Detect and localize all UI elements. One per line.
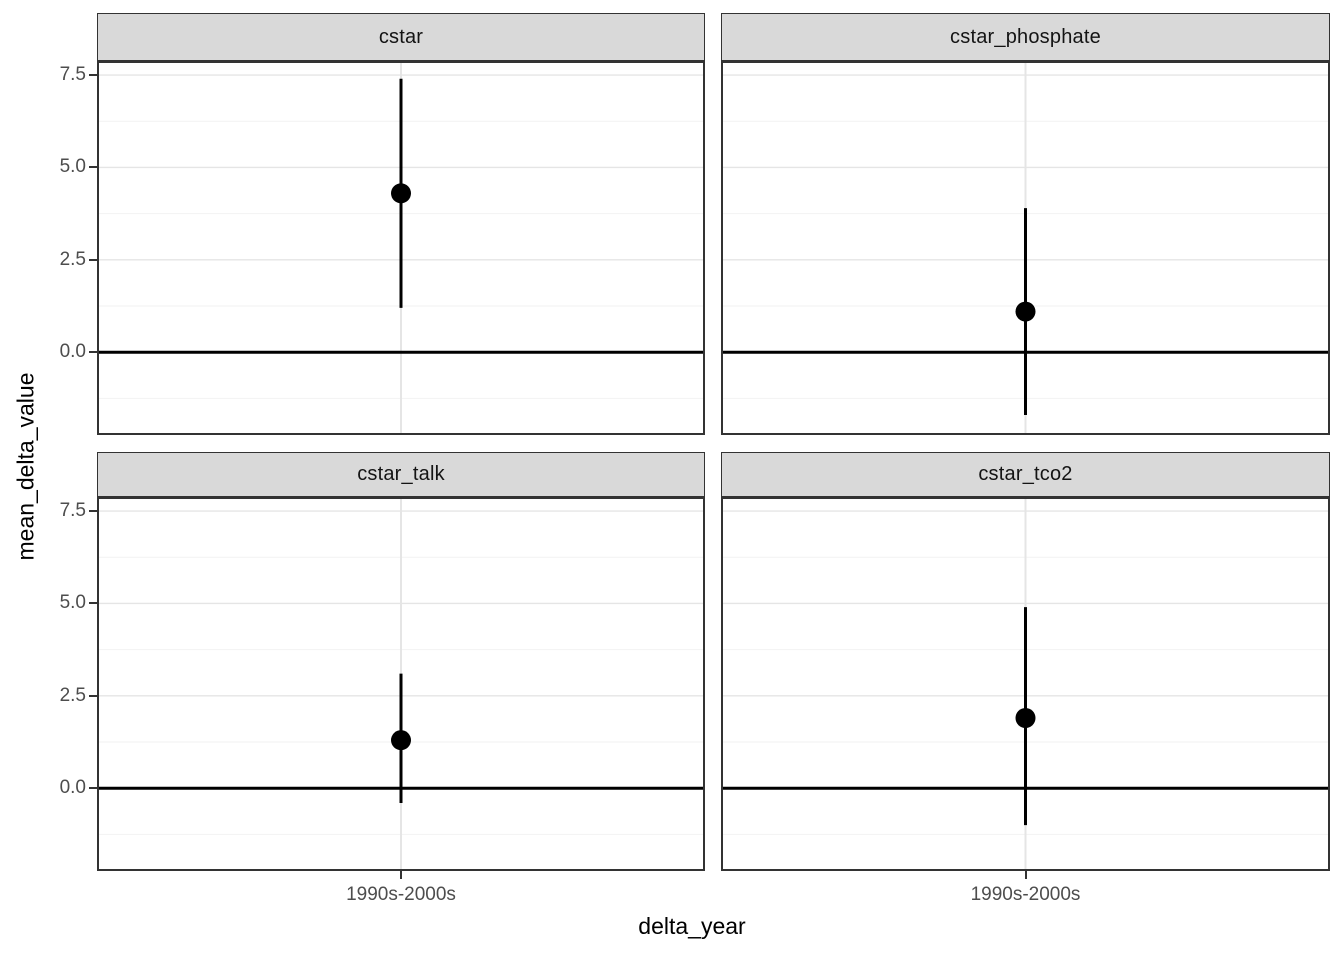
facet-panel-cstar_phosphate: [721, 61, 1330, 435]
y-tick-mark: [89, 166, 97, 169]
panel-border: [97, 497, 705, 871]
y-tick-mark: [89, 351, 97, 354]
y-axis-title: mean_delta_value: [12, 372, 39, 560]
facet-panel-cstar_tco2: [721, 497, 1330, 871]
mean-point: [391, 730, 411, 751]
mean-point: [1015, 301, 1036, 322]
panel-border: [721, 497, 1330, 871]
facet-strip-cstar_phosphate: cstar_phosphate: [721, 13, 1330, 61]
facet-label: cstar_tco2: [978, 463, 1073, 485]
y-tick-label: 5.0: [59, 592, 86, 614]
x-tick-label: 1990s-2000s: [970, 884, 1081, 905]
mean-point: [391, 183, 411, 204]
y-tick-mark: [89, 510, 97, 513]
facet-panel-cstar: [97, 61, 705, 435]
x-tick-label: 1990s-2000s: [346, 884, 456, 905]
y-tick-label: 2.5: [59, 684, 86, 706]
y-tick-label: 7.5: [59, 500, 86, 522]
y-tick-mark: [89, 258, 97, 261]
y-axis-title-wrap: mean_delta_value: [0, 61, 52, 871]
y-tick-mark: [89, 74, 97, 77]
y-tick-mark: [89, 602, 97, 605]
y-tick-label: 5.0: [59, 156, 86, 178]
facet-strip-cstar_talk: cstar_talk: [97, 452, 705, 497]
y-tick-mark: [89, 787, 97, 790]
facet-label: cstar: [378, 25, 424, 48]
facet-label: cstar_talk: [357, 463, 445, 485]
panel-border: [97, 61, 705, 435]
facet-label: cstar_phosphate: [950, 25, 1101, 48]
panel-border: [721, 61, 1330, 435]
x-tick-mark: [400, 871, 402, 879]
x-tick-mark: [1024, 871, 1027, 879]
facet-panel-cstar_talk: [97, 497, 705, 871]
facet-strip-cstar: cstar: [97, 13, 705, 61]
y-tick-label: 7.5: [59, 64, 86, 86]
x-axis-title: delta_year: [638, 913, 746, 939]
y-tick-label: 0.0: [59, 777, 86, 799]
facet-strip-cstar_tco2: cstar_tco2: [721, 452, 1330, 497]
y-tick-mark: [89, 694, 97, 697]
mean-point: [1015, 708, 1036, 728]
y-tick-label: 0.0: [59, 341, 86, 363]
y-tick-label: 2.5: [59, 248, 86, 270]
